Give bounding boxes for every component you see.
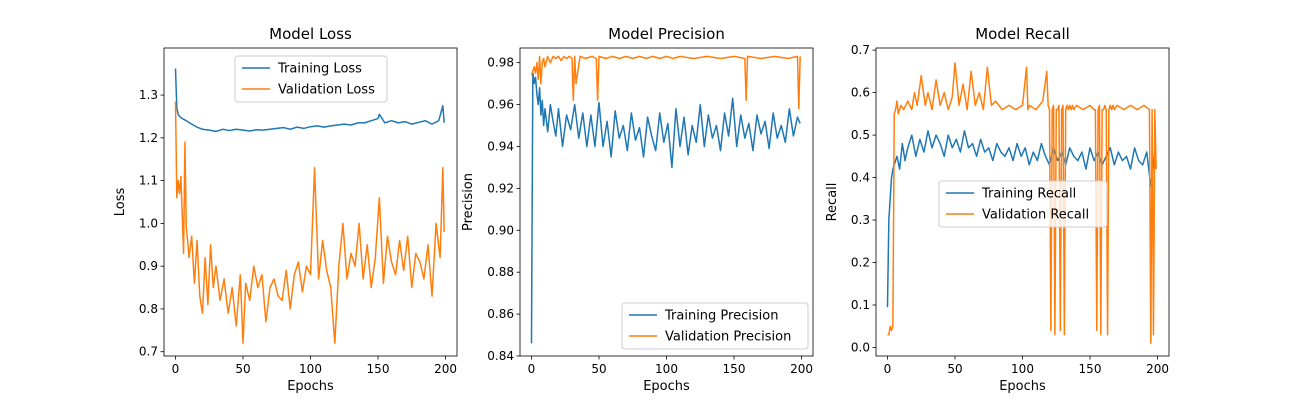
y-tick-label: 0.8 xyxy=(139,302,158,316)
y-tick-label: 0.3 xyxy=(851,213,870,227)
legend: Training Precision Validation Precision xyxy=(621,302,809,350)
chart-title: Model Precision xyxy=(608,25,725,43)
y-tick-label: 0.0 xyxy=(851,341,870,355)
legend-label: Validation Precision xyxy=(665,330,791,345)
legend-label: Validation Recall xyxy=(982,208,1089,223)
y-tick-label: 0.9 xyxy=(139,259,158,273)
y-tick-label: 0.2 xyxy=(851,256,870,270)
legend: Training Loss Validation Loss xyxy=(234,55,388,103)
y-axis-label: Loss xyxy=(113,188,128,217)
y-tick-label: 1.0 xyxy=(139,216,158,230)
x-axis-label: Epochs xyxy=(999,379,1046,394)
x-axis-label: Epochs xyxy=(643,379,690,394)
y-tick-label: 0.90 xyxy=(487,223,514,237)
chart-model-recall: Model Recall 0 50 100 150 200 0.0 0.1 0.2 0.3 0.4 0… xyxy=(825,25,1170,394)
series-line-validation-loss xyxy=(174,101,445,344)
legend-label: Training Loss xyxy=(277,62,362,77)
y-tick-label: 0.92 xyxy=(487,181,514,195)
series-line-training-precision xyxy=(530,72,801,344)
legend-box xyxy=(938,180,1108,228)
y-axis-label: Recall xyxy=(825,183,840,222)
y-tick-label: 0.88 xyxy=(487,265,514,279)
x-tick-label: 100 xyxy=(1011,362,1034,376)
x-tick-label: 0 xyxy=(884,362,892,376)
x-tick-label: 200 xyxy=(434,362,457,376)
x-tick-label: 150 xyxy=(367,362,390,376)
y-tick-label: 0.98 xyxy=(487,56,514,70)
x-tick-label: 100 xyxy=(299,362,322,376)
y-tick-label: 0.1 xyxy=(851,298,870,312)
x-tick-label: 200 xyxy=(1146,362,1169,376)
y-tick-label: 1.1 xyxy=(139,174,158,188)
y-tick-label: 0.96 xyxy=(487,98,514,112)
x-tick-label: 50 xyxy=(235,362,250,376)
legend-label: Training Precision xyxy=(664,309,778,324)
y-tick-label: 0.4 xyxy=(851,171,870,185)
chart-model-loss: Model Loss 0 50 100 150 200 0.7 0.8 0.9 1.0 1.1 1.2… xyxy=(113,25,458,394)
x-tick-label: 100 xyxy=(655,362,678,376)
series-line-validation-recall xyxy=(887,62,1157,345)
x-tick-label: 150 xyxy=(723,362,746,376)
y-tick-label: 1.3 xyxy=(139,88,158,102)
x-tick-label: 200 xyxy=(790,362,813,376)
x-axis-label: Epochs xyxy=(287,379,334,394)
y-tick-label: 0.86 xyxy=(487,307,514,321)
x-tick-label: 50 xyxy=(591,362,606,376)
y-tick-label: 0.7 xyxy=(851,43,870,57)
legend-box xyxy=(234,55,388,103)
legend-label: Training Recall xyxy=(981,187,1076,202)
x-tick-label: 0 xyxy=(528,362,536,376)
chart-model-precision: Model Precision 0 50 100 150 200 0.84 0.86 0.88 0… xyxy=(461,25,814,394)
y-tick-label: 1.2 xyxy=(139,131,158,145)
series-line-training-loss xyxy=(174,68,445,133)
y-tick-label: 0.94 xyxy=(487,139,514,153)
series-line-validation-precision xyxy=(530,55,801,110)
y-axis-label: Precision xyxy=(461,173,476,231)
y-tick-label: 0.6 xyxy=(851,86,870,100)
chart-title: Model Loss xyxy=(269,25,352,43)
legend: Training Recall Validation Recall xyxy=(938,180,1108,228)
y-tick-label: 0.7 xyxy=(139,345,158,359)
legend-label: Validation Loss xyxy=(278,83,375,98)
x-tick-label: 150 xyxy=(1079,362,1102,376)
y-tick-label: 0.5 xyxy=(851,128,870,142)
series-line-training-recall xyxy=(886,130,1157,308)
y-tick-label: 0.84 xyxy=(487,349,514,363)
x-tick-label: 0 xyxy=(172,362,180,376)
legend-box xyxy=(621,302,809,350)
chart-title: Model Recall xyxy=(975,25,1070,43)
x-tick-label: 50 xyxy=(947,362,962,376)
